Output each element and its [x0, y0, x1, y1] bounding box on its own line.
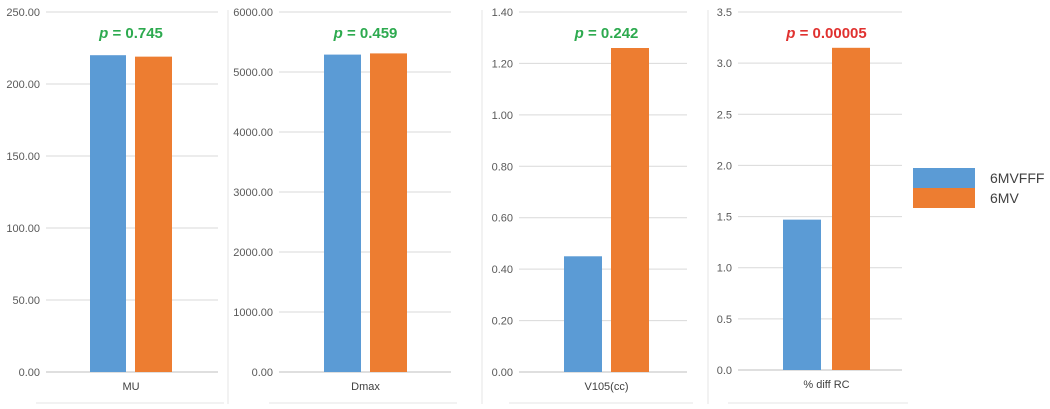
y-tick-label: 0.00	[492, 367, 513, 379]
p-value-annotation: p = 0.242	[574, 25, 639, 42]
y-tick-label: 50.00	[12, 295, 40, 307]
y-tick-label: 1000.00	[233, 307, 273, 319]
legend-label-6MV: 6MV	[990, 190, 1019, 206]
y-tick-label: 0.20	[492, 316, 513, 328]
y-tick-label: 200.00	[6, 79, 40, 91]
y-tick-label: 0.60	[492, 213, 513, 225]
y-tick-label: 0.00	[19, 367, 40, 379]
p-value-text: = 0.242	[588, 25, 638, 42]
legend-swatch-6MVFFF	[913, 168, 975, 188]
legend: 6MVFFF 6MV	[913, 168, 1044, 208]
chart-panel-1: 0.00 1000.00 2000.00 3000.00 4000.00 5000.00 6…	[233, 7, 483, 404]
bar-6MVFFF	[783, 219, 821, 370]
y-tick-label: 3.0	[717, 58, 732, 70]
y-tick-label: 150.00	[6, 151, 40, 163]
y-tick-label: 3.5	[717, 7, 732, 19]
x-category-label: Dmax	[351, 381, 380, 393]
y-tick-label: 1.00	[492, 110, 513, 122]
y-tick-label: 4000.00	[233, 127, 273, 139]
y-tick-label: 2.5	[717, 109, 732, 121]
y-tick-label: 0.00	[252, 367, 273, 379]
y-tick-label: 250.00	[6, 7, 40, 19]
chart-panel-3: 0.0 0.5 1.0 1.5 2.0 2.5 3.0 3.5 % diff RC p = 0.0…	[717, 7, 908, 404]
bar-6MV	[832, 47, 870, 371]
y-tick-label: 1.40	[492, 7, 513, 19]
p-value-text: = 0.745	[112, 25, 162, 42]
legend-label-6MVFFF: 6MVFFF	[990, 170, 1044, 186]
y-tick-label: 0.80	[492, 161, 513, 173]
y-tick-label: 100.00	[6, 223, 40, 235]
y-tick-label: 3000.00	[233, 187, 273, 199]
bar-6MV	[135, 56, 172, 372]
p-symbol: p	[98, 25, 112, 42]
y-tick-label: 2000.00	[233, 247, 273, 259]
bar-6MV	[370, 53, 407, 373]
p-value-text: = 0.459	[347, 25, 397, 42]
p-value-text: = 0.00005	[800, 25, 867, 42]
chart-panel-0: 0.00 50.00 100.00 150.00 200.00 250.00 MU p = 0…	[6, 7, 229, 404]
x-category-label: MU	[122, 381, 139, 393]
chart-panel-2: 0.00 0.20 0.40 0.60 0.80 1.00 1.20 1.40 V105(cc)…	[492, 7, 709, 404]
y-tick-label: 1.0	[717, 263, 732, 275]
bar-6MV	[611, 48, 649, 372]
y-tick-label: 1.20	[492, 58, 513, 70]
bar-6MVFFF	[564, 256, 602, 372]
p-value-annotation: p = 0.00005	[785, 25, 867, 42]
p-symbol: p	[574, 25, 588, 42]
p-value-annotation: p = 0.459	[333, 25, 398, 42]
p-value-annotation: p = 0.745	[98, 25, 163, 42]
x-category-label: % diff RC	[803, 379, 849, 391]
bar-6MVFFF	[324, 54, 361, 372]
bar-6MVFFF	[90, 55, 126, 372]
y-tick-label: 1.5	[717, 212, 732, 224]
y-tick-label: 6000.00	[233, 7, 273, 19]
y-tick-label: 2.0	[717, 160, 732, 172]
x-category-label: V105(cc)	[584, 381, 628, 393]
y-tick-label: 5000.00	[233, 67, 273, 79]
y-tick-label: 0.40	[492, 264, 513, 276]
legend-swatch-6MV	[913, 188, 975, 208]
y-tick-label: 0.5	[717, 314, 732, 326]
y-tick-label: 0.0	[717, 365, 732, 377]
p-symbol: p	[785, 25, 799, 42]
p-symbol: p	[333, 25, 347, 42]
